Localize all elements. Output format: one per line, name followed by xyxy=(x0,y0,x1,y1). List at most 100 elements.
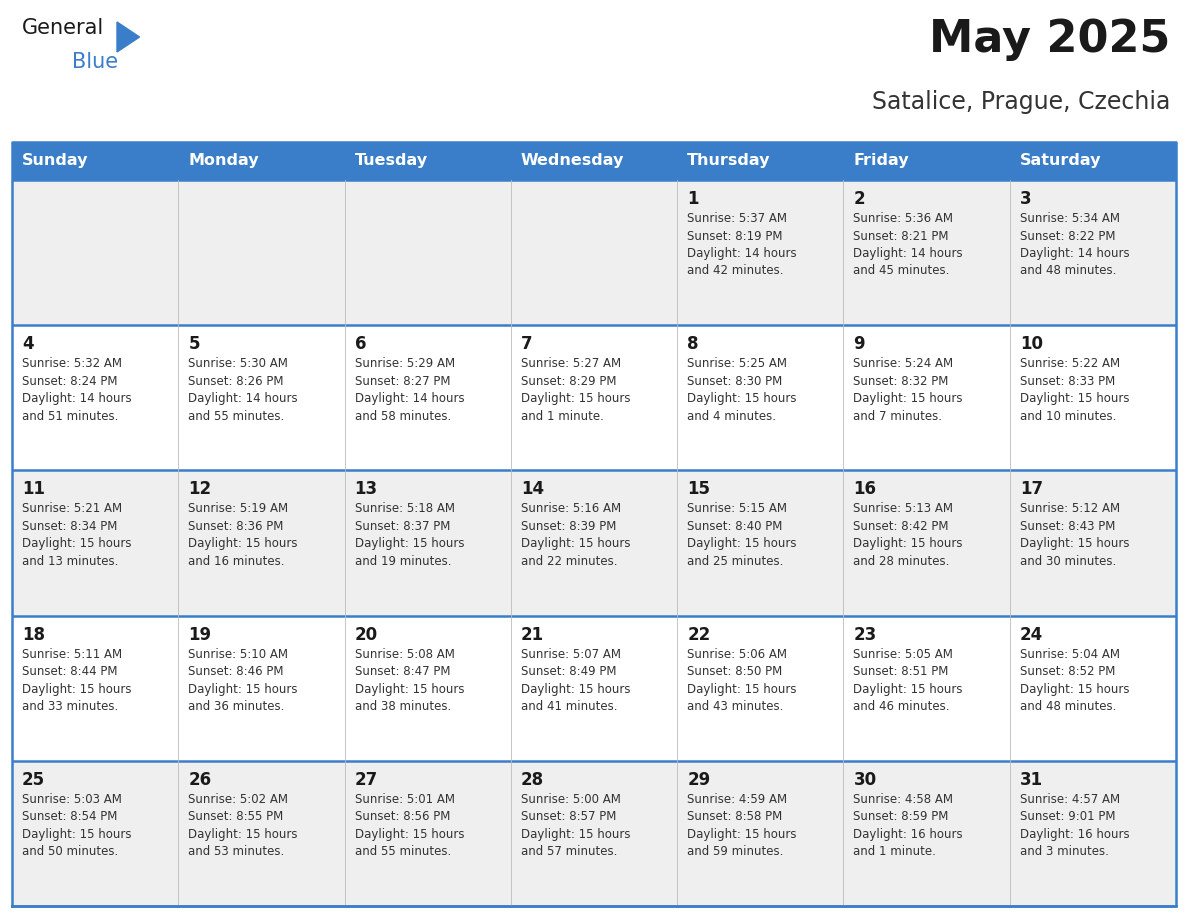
Bar xyxy=(345,761,511,906)
Text: Daylight: 15 hours: Daylight: 15 hours xyxy=(520,683,631,696)
Text: 31: 31 xyxy=(1019,771,1043,789)
Text: Sunrise: 5:04 AM: Sunrise: 5:04 AM xyxy=(1019,647,1120,661)
Text: 2: 2 xyxy=(853,190,865,208)
Bar xyxy=(1010,616,1176,761)
Text: Sunrise: 5:18 AM: Sunrise: 5:18 AM xyxy=(354,502,455,515)
Text: Daylight: 16 hours: Daylight: 16 hours xyxy=(853,828,963,841)
Text: 25: 25 xyxy=(23,771,45,789)
Bar xyxy=(843,470,1010,616)
Text: Sunrise: 4:57 AM: Sunrise: 4:57 AM xyxy=(1019,793,1120,806)
Text: and 55 minutes.: and 55 minutes. xyxy=(354,845,450,858)
Text: 21: 21 xyxy=(520,625,544,644)
Bar xyxy=(345,470,511,616)
Text: Daylight: 15 hours: Daylight: 15 hours xyxy=(23,683,132,696)
Bar xyxy=(12,142,178,180)
Text: Sunset: 8:21 PM: Sunset: 8:21 PM xyxy=(853,230,949,242)
Text: Daylight: 14 hours: Daylight: 14 hours xyxy=(354,392,465,405)
Text: Sunset: 8:43 PM: Sunset: 8:43 PM xyxy=(1019,520,1116,533)
Text: Daylight: 15 hours: Daylight: 15 hours xyxy=(687,392,797,405)
Text: and 42 minutes.: and 42 minutes. xyxy=(687,264,784,277)
Text: and 28 minutes.: and 28 minutes. xyxy=(853,554,949,568)
Text: Daylight: 15 hours: Daylight: 15 hours xyxy=(687,828,797,841)
Text: 10: 10 xyxy=(1019,335,1043,353)
Text: and 51 minutes.: and 51 minutes. xyxy=(23,409,119,422)
Text: Daylight: 15 hours: Daylight: 15 hours xyxy=(188,683,298,696)
Bar xyxy=(843,180,1010,325)
Bar xyxy=(178,470,345,616)
Text: and 45 minutes.: and 45 minutes. xyxy=(853,264,949,277)
Text: 30: 30 xyxy=(853,771,877,789)
Text: Sunset: 8:30 PM: Sunset: 8:30 PM xyxy=(687,375,783,387)
Text: Sunset: 8:19 PM: Sunset: 8:19 PM xyxy=(687,230,783,242)
Bar xyxy=(843,761,1010,906)
Text: and 58 minutes.: and 58 minutes. xyxy=(354,409,450,422)
Text: Daylight: 14 hours: Daylight: 14 hours xyxy=(853,247,963,260)
Text: Daylight: 15 hours: Daylight: 15 hours xyxy=(853,683,963,696)
Text: 12: 12 xyxy=(188,480,211,498)
Text: 11: 11 xyxy=(23,480,45,498)
Bar xyxy=(843,325,1010,470)
Polygon shape xyxy=(116,22,139,52)
Text: Daylight: 15 hours: Daylight: 15 hours xyxy=(354,683,465,696)
Text: Sunset: 8:44 PM: Sunset: 8:44 PM xyxy=(23,666,118,678)
Text: Sunset: 8:59 PM: Sunset: 8:59 PM xyxy=(853,811,949,823)
Text: Sunset: 8:46 PM: Sunset: 8:46 PM xyxy=(188,666,284,678)
Bar xyxy=(178,180,345,325)
Text: Saturday: Saturday xyxy=(1019,153,1101,169)
Bar xyxy=(178,325,345,470)
Text: 17: 17 xyxy=(1019,480,1043,498)
Text: Sunrise: 5:11 AM: Sunrise: 5:11 AM xyxy=(23,647,122,661)
Text: Sunrise: 5:13 AM: Sunrise: 5:13 AM xyxy=(853,502,954,515)
Text: 13: 13 xyxy=(354,480,378,498)
Text: Sunrise: 5:32 AM: Sunrise: 5:32 AM xyxy=(23,357,122,370)
Text: 23: 23 xyxy=(853,625,877,644)
Text: Sunrise: 5:30 AM: Sunrise: 5:30 AM xyxy=(188,357,289,370)
Text: Sunrise: 5:02 AM: Sunrise: 5:02 AM xyxy=(188,793,289,806)
Text: 6: 6 xyxy=(354,335,366,353)
Bar xyxy=(1010,142,1176,180)
Text: Daylight: 15 hours: Daylight: 15 hours xyxy=(853,537,963,551)
Text: Daylight: 14 hours: Daylight: 14 hours xyxy=(188,392,298,405)
Text: and 53 minutes.: and 53 minutes. xyxy=(188,845,285,858)
Text: Sunset: 8:29 PM: Sunset: 8:29 PM xyxy=(520,375,617,387)
Text: and 7 minutes.: and 7 minutes. xyxy=(853,409,942,422)
Bar xyxy=(1010,761,1176,906)
Text: 15: 15 xyxy=(687,480,710,498)
Text: General: General xyxy=(23,18,105,38)
Text: Sunset: 8:34 PM: Sunset: 8:34 PM xyxy=(23,520,118,533)
Bar xyxy=(345,180,511,325)
Text: May 2025: May 2025 xyxy=(929,18,1170,61)
Text: Sunrise: 5:37 AM: Sunrise: 5:37 AM xyxy=(687,212,788,225)
Text: Daylight: 15 hours: Daylight: 15 hours xyxy=(1019,537,1130,551)
Text: Sunset: 8:58 PM: Sunset: 8:58 PM xyxy=(687,811,783,823)
Text: 5: 5 xyxy=(188,335,200,353)
Bar xyxy=(511,142,677,180)
Text: Sunrise: 5:12 AM: Sunrise: 5:12 AM xyxy=(1019,502,1120,515)
Text: and 46 minutes.: and 46 minutes. xyxy=(853,700,950,713)
Text: Sunrise: 5:03 AM: Sunrise: 5:03 AM xyxy=(23,793,122,806)
Text: 27: 27 xyxy=(354,771,378,789)
Text: Daylight: 15 hours: Daylight: 15 hours xyxy=(354,537,465,551)
Bar xyxy=(12,470,178,616)
Text: Sunrise: 5:00 AM: Sunrise: 5:00 AM xyxy=(520,793,621,806)
Text: Sunset: 8:32 PM: Sunset: 8:32 PM xyxy=(853,375,949,387)
Text: Sunrise: 4:59 AM: Sunrise: 4:59 AM xyxy=(687,793,788,806)
Text: Sunset: 8:27 PM: Sunset: 8:27 PM xyxy=(354,375,450,387)
Bar xyxy=(12,761,178,906)
Bar xyxy=(677,761,843,906)
Text: Sunrise: 5:36 AM: Sunrise: 5:36 AM xyxy=(853,212,954,225)
Text: and 1 minute.: and 1 minute. xyxy=(853,845,936,858)
Text: Sunrise: 5:22 AM: Sunrise: 5:22 AM xyxy=(1019,357,1120,370)
Bar xyxy=(345,616,511,761)
Text: Sunrise: 5:25 AM: Sunrise: 5:25 AM xyxy=(687,357,788,370)
Text: Friday: Friday xyxy=(853,153,909,169)
Text: Sunset: 8:47 PM: Sunset: 8:47 PM xyxy=(354,666,450,678)
Text: Daylight: 14 hours: Daylight: 14 hours xyxy=(1019,247,1130,260)
Text: Sunset: 8:57 PM: Sunset: 8:57 PM xyxy=(520,811,617,823)
Text: Daylight: 15 hours: Daylight: 15 hours xyxy=(520,392,631,405)
Text: Sunrise: 5:05 AM: Sunrise: 5:05 AM xyxy=(853,647,953,661)
Text: and 16 minutes.: and 16 minutes. xyxy=(188,554,285,568)
Bar xyxy=(12,616,178,761)
Text: Sunrise: 5:29 AM: Sunrise: 5:29 AM xyxy=(354,357,455,370)
Text: Sunset: 8:49 PM: Sunset: 8:49 PM xyxy=(520,666,617,678)
